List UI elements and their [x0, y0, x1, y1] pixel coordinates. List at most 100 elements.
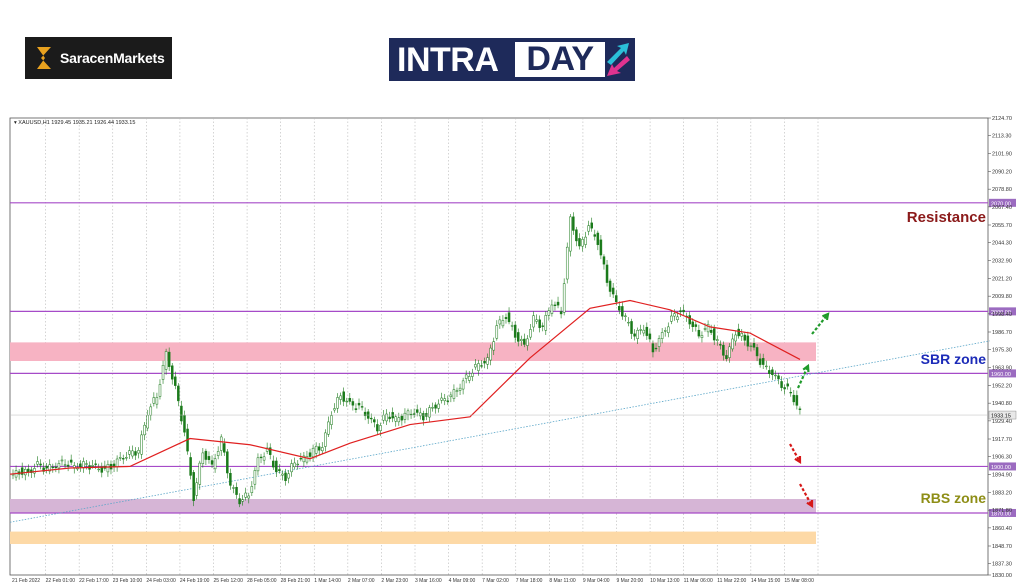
candle-body: [311, 447, 315, 458]
candle-body: [213, 458, 217, 470]
candle-body: [673, 313, 676, 317]
y-tick-label: 1917.70: [992, 437, 1012, 443]
zone-band-3: [10, 531, 816, 544]
candle-body: [20, 467, 24, 475]
moving-average-line: [9, 299, 801, 475]
candle-body: [777, 375, 780, 380]
level-price-tag: 1960.00: [991, 372, 1011, 378]
candle-body: [590, 222, 593, 229]
y-tick-label: 1860.40: [992, 526, 1012, 532]
candle-body: [437, 403, 440, 409]
candle-body: [219, 436, 223, 451]
candle-body: [621, 306, 624, 317]
saracen-logo-icon: [37, 47, 51, 69]
y-tick-label: 2113.30: [992, 134, 1011, 140]
candle-body: [663, 330, 667, 332]
candle-body: [452, 389, 456, 399]
candle-body: [357, 402, 361, 406]
candle-body: [262, 456, 266, 461]
level-price-tag: 2070.00: [991, 201, 1011, 207]
x-tick-label: 7 Mar 02:00: [482, 578, 509, 584]
candle-body: [403, 412, 407, 420]
candle-body: [630, 321, 633, 334]
x-tick-label: 22 Feb 17:00: [79, 578, 109, 584]
candle-body: [660, 332, 664, 339]
candle-body: [526, 338, 529, 346]
candle-body: [97, 468, 100, 471]
zone-band-1: [10, 342, 816, 361]
candle-body: [57, 463, 61, 469]
x-tick-label: 10 Mar 13:00: [650, 578, 680, 584]
candle-body: [538, 319, 541, 328]
down-arrow-upper-head: [794, 455, 802, 465]
x-tick-label: 2 Mar 07:00: [348, 578, 375, 584]
candle-body: [281, 473, 284, 476]
candle-body: [36, 461, 39, 465]
candle-body: [106, 464, 110, 473]
candle-body: [688, 315, 691, 325]
zone-band-2: [10, 499, 816, 513]
candle-body: [541, 325, 544, 327]
candle-body: [556, 301, 560, 306]
saracen-markets-logo: SaracenMarkets: [25, 37, 172, 79]
candle-body: [354, 408, 358, 410]
candle-body: [268, 447, 272, 455]
candle-body: [716, 339, 719, 341]
candle-body: [385, 413, 388, 422]
candle-body: [82, 461, 85, 469]
candle-body: [330, 415, 333, 425]
x-tick-label: 9 Mar 20:00: [617, 578, 644, 584]
x-tick-label: 24 Feb 03:00: [146, 578, 176, 584]
resistance-label: Resistance: [907, 209, 986, 226]
candle-body: [740, 333, 744, 337]
candle-body: [314, 445, 318, 454]
candle-body: [734, 334, 737, 342]
candle-body: [158, 384, 162, 397]
candle-body: [562, 283, 566, 313]
candle-body: [461, 380, 465, 390]
sbr-zone-label: SBR zone: [921, 351, 987, 367]
candle-body: [137, 450, 140, 454]
candle-body: [192, 472, 195, 501]
candle-body: [446, 400, 450, 402]
candle-body: [134, 451, 137, 456]
candle-body: [523, 338, 526, 345]
candle-body: [333, 408, 336, 411]
x-tick-label: 11 Mar 06:00: [684, 578, 713, 584]
candle-body: [614, 295, 618, 303]
y-tick-label: 2055.70: [992, 223, 1012, 229]
candle-body: [547, 310, 551, 316]
y-tick-label: 1883.20: [992, 491, 1012, 497]
candle-body: [443, 398, 446, 402]
candle-body: [593, 234, 597, 237]
candle-body: [79, 463, 82, 468]
candle-body: [605, 264, 609, 283]
y-tick-label: 1963.90: [992, 365, 1012, 371]
candle-body: [676, 316, 679, 321]
candle-body: [161, 365, 165, 380]
candle-body: [195, 482, 198, 496]
y-tick-label: 2044.30: [992, 241, 1012, 247]
candle-body: [305, 456, 309, 463]
candle-body: [348, 398, 352, 402]
candle-body: [155, 397, 159, 405]
candle-body: [657, 338, 661, 347]
candle-body: [177, 385, 180, 402]
candle-body: [510, 325, 514, 327]
y-tick-label: 1894.90: [992, 472, 1012, 478]
candle-body: [275, 460, 278, 473]
up-arrow-lower-shaft: [796, 365, 810, 389]
intraday-logo-part1: INTRA: [397, 41, 499, 79]
x-tick-label: 25 Feb 12:00: [214, 578, 244, 584]
candle-body: [703, 328, 707, 330]
candle-body: [624, 315, 627, 317]
candle-body: [379, 425, 382, 431]
candle-body: [149, 406, 153, 416]
x-tick-label: 15 Mar 08:00: [784, 578, 814, 584]
y-tick-label: 2090.20: [992, 170, 1012, 176]
candle-body: [152, 397, 156, 404]
candle-body: [752, 343, 756, 348]
candle-body: [569, 216, 572, 252]
candle-body: [795, 395, 799, 406]
candle-body: [682, 309, 685, 313]
